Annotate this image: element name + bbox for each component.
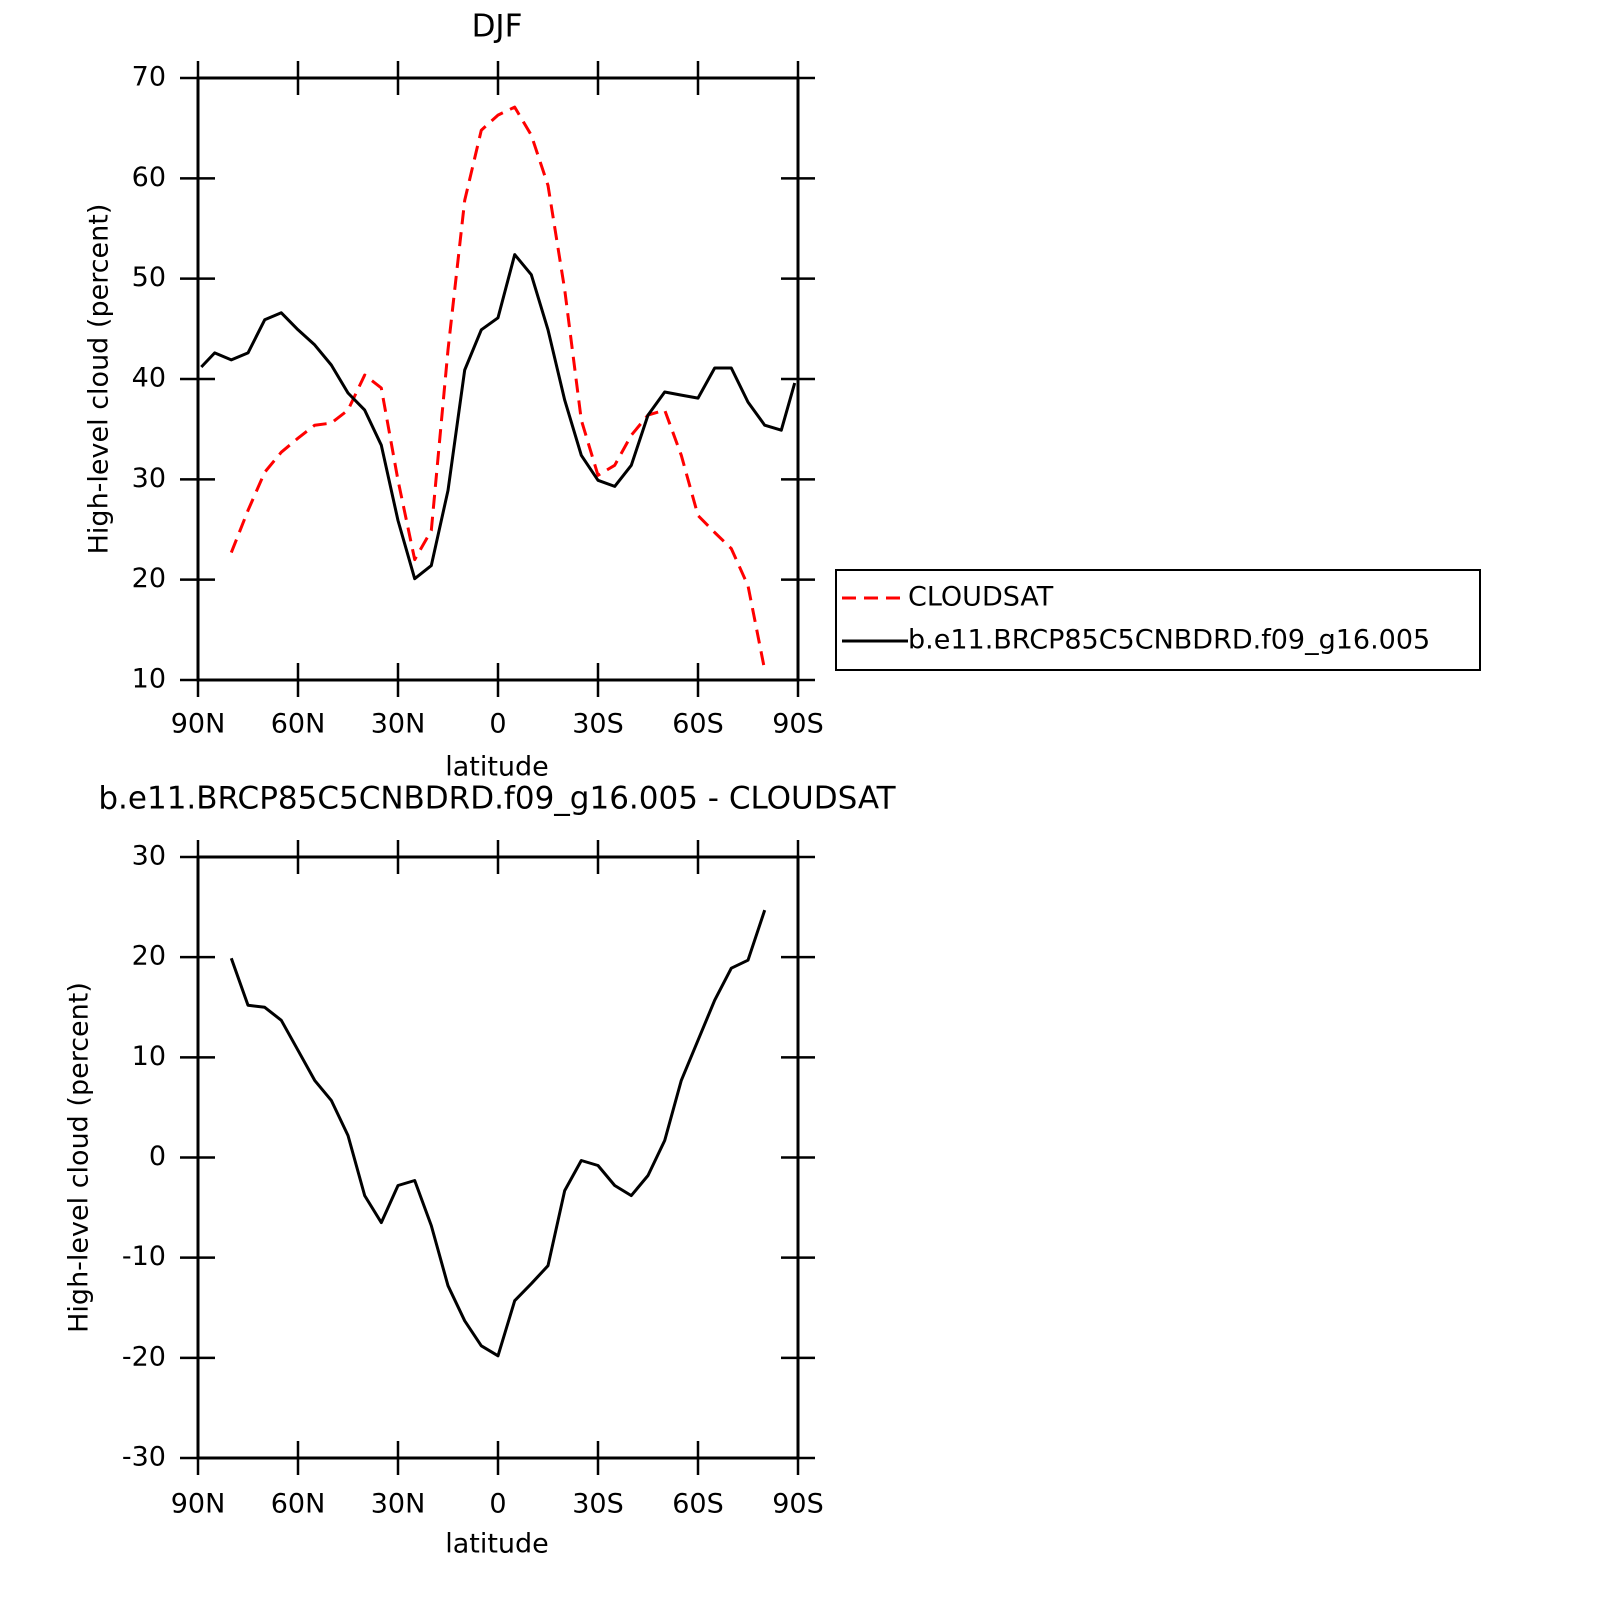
y-tick-label: -20 bbox=[122, 1341, 166, 1372]
x-tick-label: 60S bbox=[672, 709, 724, 740]
y-tick-label: 50 bbox=[132, 262, 166, 293]
x-tick-label: 60N bbox=[271, 709, 326, 740]
x-tick-label: 90S bbox=[772, 1489, 824, 1520]
x-tick-label: 30S bbox=[572, 709, 624, 740]
x-tick-label: 90S bbox=[772, 709, 824, 740]
y-tick-label: 70 bbox=[132, 62, 166, 93]
y-tick-label: 60 bbox=[132, 162, 166, 193]
y-axis-label: High-level cloud (percent) bbox=[64, 982, 95, 1333]
y-tick-label: 30 bbox=[132, 463, 166, 494]
x-tick-label: 60N bbox=[271, 1489, 326, 1520]
y-tick-label: 10 bbox=[132, 664, 166, 695]
data-line bbox=[229, 105, 767, 671]
chart-title: b.e11.BRCP85C5CNBDRD.f09_g16.005 - CLOUD… bbox=[98, 781, 896, 817]
x-tick-label: 0 bbox=[489, 709, 506, 740]
x-tick-label: 90N bbox=[171, 709, 226, 740]
y-tick-label: 10 bbox=[132, 1041, 166, 1072]
plot-frame bbox=[196, 855, 800, 1460]
y-tick-label: 20 bbox=[132, 563, 166, 594]
x-axis-label: latitude bbox=[445, 1529, 549, 1560]
legend-box bbox=[835, 569, 1481, 671]
x-tick-label: 90N bbox=[171, 1489, 226, 1520]
y-tick-label: 20 bbox=[132, 941, 166, 972]
x-tick-label: 30S bbox=[572, 1489, 624, 1520]
y-tick-label: 0 bbox=[149, 1141, 166, 1172]
data-line bbox=[229, 909, 767, 1358]
legend-label: b.e11.BRCP85C5CNBDRD.f09_g16.005 bbox=[908, 625, 1430, 656]
chart-title: DJF bbox=[472, 9, 523, 45]
x-axis-label: latitude bbox=[445, 752, 549, 783]
data-line bbox=[200, 253, 797, 581]
y-tick-label: -10 bbox=[122, 1241, 166, 1272]
legend-label: CLOUDSAT bbox=[908, 582, 1054, 613]
y-axis-label: High-level cloud (percent) bbox=[84, 204, 115, 555]
x-tick-label: 30N bbox=[371, 1489, 426, 1520]
x-tick-label: 30N bbox=[371, 709, 426, 740]
y-tick-label: 30 bbox=[132, 841, 166, 872]
y-tick-label: 40 bbox=[132, 363, 166, 394]
y-tick-label: -30 bbox=[122, 1442, 166, 1473]
x-tick-label: 0 bbox=[489, 1489, 506, 1520]
x-tick-label: 60S bbox=[672, 1489, 724, 1520]
